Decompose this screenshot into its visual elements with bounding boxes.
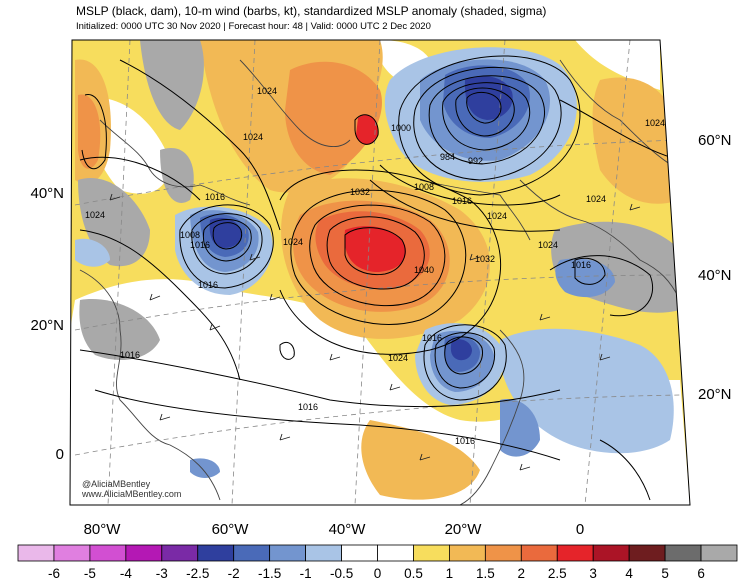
isobar-label: 1024 [388,353,408,363]
isobar-label: 1040 [414,265,434,275]
isobar-labels: 1024 1024 1024 1016 1008 1016 1024 1032 … [85,86,665,446]
colorbar-swatch [377,544,414,562]
colorbar-tick-label: -4 [119,566,132,581]
colorbar-tick-label: -1 [299,566,312,581]
colorbar-swatch [556,544,594,562]
isobar-label: 1024 [243,132,263,142]
colorbar-tick-label: -1.5 [258,566,282,581]
isobar-label: 1024 [487,211,507,221]
colorbar-tick-label: 1.5 [476,566,495,581]
colorbar-tick-label: 2.5 [547,566,567,581]
lat-label-left: 40°N [30,185,64,202]
colorbar-tick-label: 4 [625,566,633,581]
colorbar-tick-label: 0.5 [404,566,423,581]
isobar-label: 1024 [538,240,558,250]
colorbar-tick-label: -0.5 [329,566,354,581]
colorbar-tick-label: 5 [661,566,669,581]
isobar-label: 1016 [455,436,475,446]
lat-label-right: 40°N [698,267,732,284]
lat-label-left: 20°N [30,317,64,334]
isobar-label: 1016 [298,402,318,412]
lat-label-right: 20°N [698,386,732,403]
map-title: MSLP (black, dam), 10-m wind (barbs, kt)… [76,4,547,18]
colorbar-tick-label: 6 [697,566,705,581]
colorbar-tick-label: -2 [227,566,240,581]
colorbar-swatch [664,544,702,562]
isobar-label: 1016 [198,280,218,290]
colorbar-tick-label: 3 [589,566,597,581]
isobar-label: 1016 [571,260,591,270]
colorbar-swatch [341,544,378,562]
colorbar-swatch [269,544,306,562]
isobar-label: 1024 [586,194,606,204]
isobar-label: 1008 [180,230,200,240]
isobar-label: 1016 [452,196,472,206]
map-content: 1024 1024 1024 1016 1008 1016 1024 1032 … [70,40,690,505]
isobar-label: 1024 [85,210,105,220]
colorbar-tick-label: -3 [155,566,168,581]
isobar-label: 1016 [205,192,225,202]
map-frame [69,39,691,506]
colorbar [17,544,738,562]
colorbar-tick-label: 0 [373,566,382,581]
lon-label: 0 [575,521,585,538]
watermark: @AliciaMBentley www.AliciaMBentley.com [81,479,181,499]
colorbar-swatch [413,544,450,562]
lon-label: 60°W [211,521,249,538]
isobars [79,55,681,501]
colorbar-swatch [520,544,558,562]
colorbar-tick-label: -6 [47,566,60,581]
lat-label-right: 60°N [698,132,732,149]
isobar-label: 1024 [283,237,303,247]
colorbar-swatch [197,544,235,562]
near-normal-region [70,279,690,505]
isobar-label: 1024 [645,118,665,128]
lon-label: 40°W [328,521,366,538]
lat-label-left: 0 [55,446,64,463]
lon-label: 80°W [83,521,121,538]
colorbar-swatch [233,544,271,562]
isobar-label: 1000 [391,123,411,133]
colorbar-swatch [628,544,666,562]
coastlines [79,59,681,505]
colorbar-swatch [700,544,738,562]
watermark-url: www.AliciaMBentley.com [81,489,181,499]
colorbar-swatch [89,544,127,562]
isobar-label: 984 [440,152,455,162]
isobar-label: 1016 [120,350,140,360]
colorbar-tick-label: 1 [445,566,454,581]
watermark-handle: @AliciaMBentley [82,479,151,489]
isobar-label: 1032 [350,187,370,197]
colorbar-swatch [592,544,630,562]
colorbar-swatch [484,544,522,562]
colorbar-swatch [305,544,342,562]
isobar-label: 1024 [257,86,277,96]
colorbar-tick-label: -2.5 [186,566,210,581]
colorbar-tick-label: 2 [517,566,526,581]
colorbar-swatch [161,544,199,562]
isobar-label: 1016 [422,333,442,343]
colorbar-swatch [53,544,91,562]
colorbar-swatch [17,544,55,562]
colorbar-swatch [448,544,486,562]
wind-barbs [109,193,641,471]
lon-label: 20°W [444,521,482,538]
map-subtitle: Initialized: 0000 UTC 30 Nov 2020 | Fore… [76,21,431,32]
isobar-label: 1032 [475,254,495,264]
isobar-label: 992 [468,156,483,166]
isobar-label: 1008 [414,182,434,192]
colorbar-swatch [125,544,163,562]
colorbar-tick-label: -5 [83,566,96,581]
isobar-label: 1016 [190,240,210,250]
